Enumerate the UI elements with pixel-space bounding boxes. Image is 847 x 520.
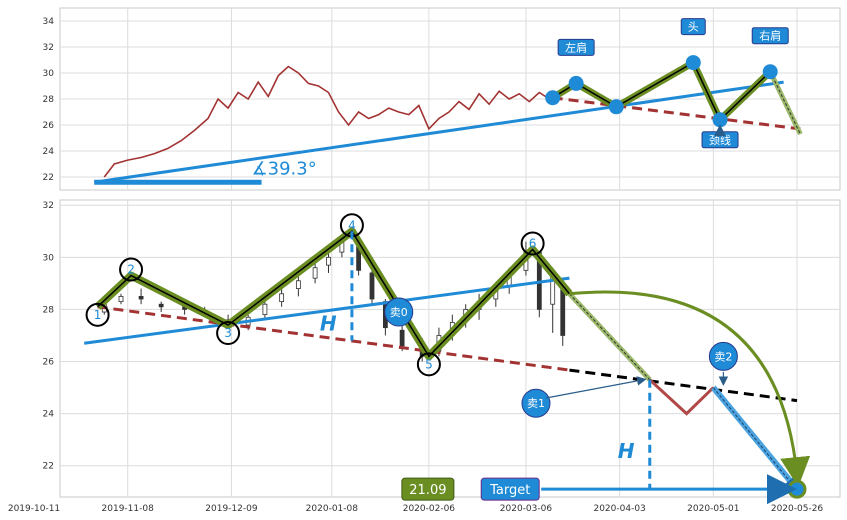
candle-body <box>118 295 124 303</box>
candle-body <box>295 280 301 289</box>
support-trend-line <box>83 276 570 345</box>
height-label: H <box>320 311 337 335</box>
candle-body <box>138 295 144 300</box>
candle-body <box>158 303 164 308</box>
sell1-label: 卖1 <box>527 397 545 410</box>
pattern-point-6 <box>762 64 778 80</box>
x-tick-label: 2020-05-01 <box>687 504 739 514</box>
target-label: Target <box>489 483 530 498</box>
label-box-左肩 <box>557 38 595 56</box>
target-leg-core <box>712 387 796 489</box>
pivot-circle-5 <box>416 352 441 377</box>
x-tick-label: 2020-03-06 <box>500 504 553 514</box>
candle-body <box>369 272 375 300</box>
label-头: 头 <box>688 21 699 34</box>
label-颈线: 颈线 <box>709 133 731 147</box>
top-y-tick-label: 28 <box>43 95 55 105</box>
label-box-头 <box>680 18 706 36</box>
target-value: 21.09 <box>409 483 446 498</box>
sell2-marker <box>708 341 738 371</box>
bottom-y-tick-label: 22 <box>43 462 54 472</box>
x-tick-label: 2020-05-26 <box>771 504 824 514</box>
pivot-label-1: 1 <box>94 308 102 322</box>
pattern-point-5 <box>712 112 728 128</box>
price-line <box>103 65 550 178</box>
neckline-extension <box>569 368 798 403</box>
x-tick-label: 2020-01-08 <box>306 504 359 514</box>
label-左肩: 左肩 <box>565 40 587 54</box>
pivot-label-5: 5 <box>425 357 433 371</box>
candle-body <box>399 329 405 347</box>
top-y-tick-label: 26 <box>43 121 55 131</box>
candle-body <box>262 303 268 316</box>
bottom-y-tick-label: 26 <box>43 358 55 368</box>
top-y-tick-label: 24 <box>43 147 55 157</box>
x-tick-label: 2020-04-03 <box>593 504 645 514</box>
target-point <box>787 479 807 499</box>
pullback-zigzag <box>648 378 715 416</box>
pivot-circle-2 <box>119 257 144 282</box>
pattern-point-2 <box>568 75 584 91</box>
pattern-point-3 <box>608 99 624 115</box>
bottom-y-tick-label: 24 <box>43 410 55 420</box>
bottom-panel: 22 24 26 28 30 32 1 2 3 4 5 6 H H 卖0 卖1 卖2 Target 21.09 <box>43 199 841 505</box>
sell1-marker <box>521 388 551 418</box>
pivot-label-4: 4 <box>348 218 356 232</box>
x-tick-label: 2019-11-08 <box>102 504 155 514</box>
pattern-point-4 <box>685 55 701 71</box>
label-box-右肩 <box>751 27 789 45</box>
pivot-circle-3 <box>216 321 241 346</box>
sell2-label: 卖2 <box>714 350 732 363</box>
sell0-label: 卖0 <box>390 306 408 319</box>
candle-body <box>326 256 331 266</box>
top-y-tick-label: 34 <box>43 17 55 27</box>
angle-label: ∡39.3° <box>252 158 317 179</box>
pivot-label-6: 6 <box>529 237 537 251</box>
bottom-y-tick-label: 28 <box>43 305 55 315</box>
top-y-tick-label: 22 <box>43 173 54 183</box>
bottom-plot-area <box>59 199 841 498</box>
label-右肩: 右肩 <box>759 29 781 43</box>
bottom-y-tick-label: 32 <box>43 201 54 211</box>
bottom-y-tick-label: 30 <box>43 253 55 263</box>
sell0-marker <box>384 297 414 327</box>
x-tick-label: 2020-02-06 <box>403 504 456 514</box>
pivot-circle-1 <box>85 302 110 327</box>
support-trend-line <box>94 80 784 184</box>
x-tick-label: 2019-10-11 <box>8 504 60 514</box>
projection-arc-arrow <box>569 290 811 488</box>
projection-leg <box>567 292 652 382</box>
x-tick-label: 2019-12-09 <box>205 504 258 514</box>
candle-body <box>279 293 285 303</box>
pivot-label-3: 3 <box>224 326 232 340</box>
target-label-box <box>480 477 540 501</box>
top-y-tick-label: 32 <box>43 43 54 53</box>
candle-body <box>312 267 318 279</box>
target-value-box <box>401 477 455 501</box>
neckline <box>552 96 801 131</box>
sell1-arrow <box>545 376 647 399</box>
pivot-circle-6 <box>520 231 545 256</box>
x-axis: 2019-10-11 2019-11-08 2019-12-09 2020-01-08… <box>8 504 824 514</box>
top-y-tick-label: 30 <box>43 69 55 79</box>
target-height-label: H <box>618 439 635 463</box>
pattern-projection-core <box>769 71 801 135</box>
pattern-point-1 <box>545 90 561 106</box>
pivot-label-2: 2 <box>127 263 135 277</box>
